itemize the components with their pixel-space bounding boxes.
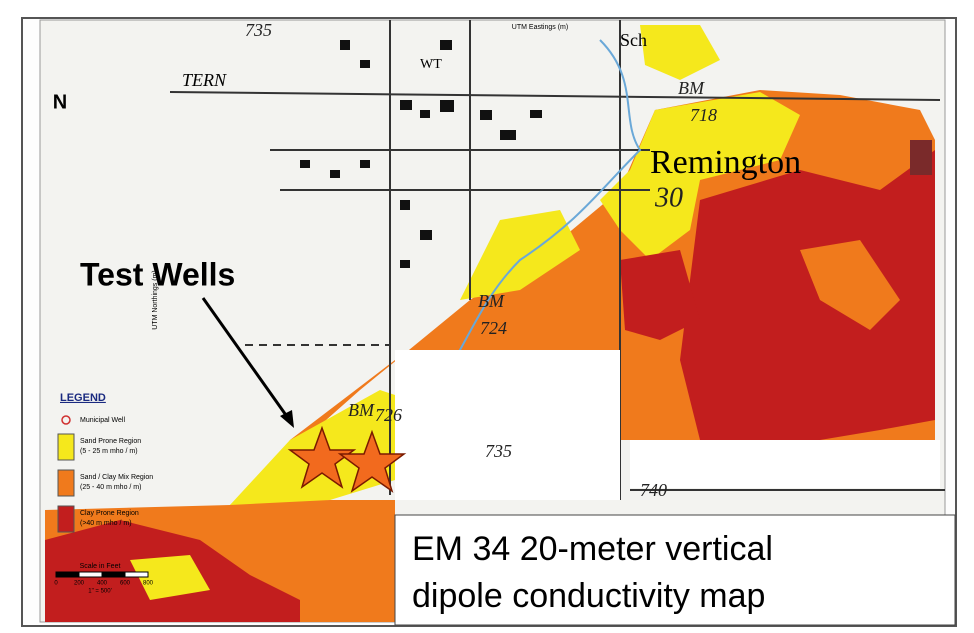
scale-tick: 800 (143, 581, 154, 587)
scale-title: Scale in Feet (80, 563, 121, 570)
place-label: WT (420, 57, 442, 72)
elevation-label: 735 (485, 441, 512, 461)
elevation-label: 718 (690, 105, 717, 125)
elevation-label: BM (478, 291, 505, 311)
legend-label: Sand Prone Region (80, 438, 141, 445)
elevation-label: 30 (654, 182, 683, 213)
easting-label: UTM Eastings (m) (512, 24, 568, 31)
page: N UTM Eastings (m) UTM Northings (m) Rem… (0, 0, 974, 633)
scale-tick: 400 (97, 581, 108, 587)
elevation-label: 724 (480, 318, 507, 338)
place-label: TERN (182, 70, 227, 90)
elevation-label: BM (678, 78, 705, 98)
legend-label: (25 - 40 m mho / m) (80, 484, 141, 491)
legend-label: (>40 m mho / m) (80, 520, 132, 527)
caption-line: dipole conductivity map (412, 577, 765, 615)
elevation-label: 726 (375, 405, 402, 425)
scale-tick: 200 (74, 581, 85, 587)
legend-swatch (58, 470, 74, 496)
elevation-label: BM (348, 400, 375, 420)
unmapped-area (395, 350, 620, 500)
legend-title: LEGEND (60, 392, 106, 404)
elevation-label: 740 (640, 480, 667, 500)
legend-swatch (58, 434, 74, 460)
scale-segment (125, 572, 148, 577)
scale-segment (102, 572, 125, 577)
scale-segment (79, 572, 102, 577)
scale-note: 1" = 500' (88, 589, 111, 595)
place-label: Sch (620, 30, 647, 50)
legend-label: (5 - 25 m mho / m) (80, 448, 138, 455)
elevation-label: 735 (245, 20, 272, 40)
legend-label: Sand / Clay Mix Region (80, 474, 153, 481)
legend-label: Clay Prone Region (80, 510, 139, 517)
unmapped-area (630, 440, 940, 488)
caption-line: EM 34 20-meter vertical (412, 530, 773, 568)
scale-segment (56, 572, 79, 577)
north-arrow: N (53, 91, 67, 113)
legend-swatch (58, 506, 74, 532)
place-label: Remington (650, 144, 801, 181)
legend-label: Municipal Well (80, 417, 125, 424)
scale-tick: 600 (120, 581, 131, 587)
callout-label: Test Wells (80, 256, 235, 292)
